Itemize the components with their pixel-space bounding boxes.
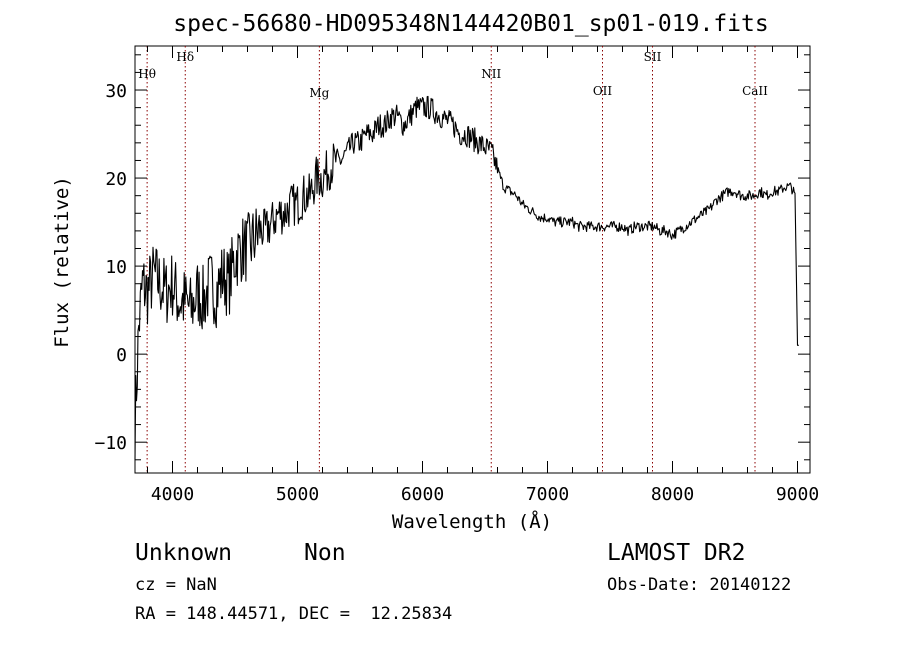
- x-axis-label: Wavelength (Å): [392, 510, 552, 533]
- spectral-line-label: Hδ: [176, 50, 194, 64]
- redshift-readout: cz = NaN: [135, 575, 217, 595]
- spectral-line-label: CaII: [742, 84, 768, 98]
- spectral-line-label: Mg: [309, 86, 329, 100]
- object-subclass: Non: [304, 540, 346, 566]
- spectral-line-label: Hθ: [138, 67, 156, 81]
- spectral-line-label: NII: [481, 67, 501, 81]
- x-tick-label: 9000: [776, 484, 819, 505]
- y-axis-label: Flux (relative): [51, 176, 73, 348]
- spectral-line-markers: Hθ Hδ Mg NII OII SII CaII: [138, 46, 768, 473]
- survey-name: LAMOST DR2: [607, 540, 746, 566]
- axis-ticks: 4000 5000 6000 7000 8000 9000 −10 0 10 20 30: [94, 46, 819, 505]
- spectral-line-label: OII: [593, 84, 613, 98]
- spectral-line-label: SII: [644, 50, 662, 64]
- y-tick-label: 20: [105, 169, 127, 190]
- chart-title: spec-56680-HD095348N144420B01_sp01-019.f…: [173, 11, 768, 37]
- x-tick-label: 7000: [526, 484, 569, 505]
- y-tick-label: 10: [105, 257, 127, 278]
- observation-date: Obs-Date: 20140122: [607, 575, 792, 595]
- y-tick-label: 0: [116, 345, 127, 366]
- object-class: Unknown: [135, 540, 232, 566]
- x-tick-label: 6000: [401, 484, 444, 505]
- spectrum-line: [134, 95, 799, 460]
- x-tick-label: 5000: [276, 484, 319, 505]
- x-tick-label: 4000: [151, 484, 194, 505]
- coordinates-readout: RA = 148.44571, DEC = 12.25834: [135, 604, 453, 624]
- y-tick-label: 30: [105, 81, 127, 102]
- x-tick-label: 8000: [651, 484, 694, 505]
- y-tick-label: −10: [94, 433, 127, 454]
